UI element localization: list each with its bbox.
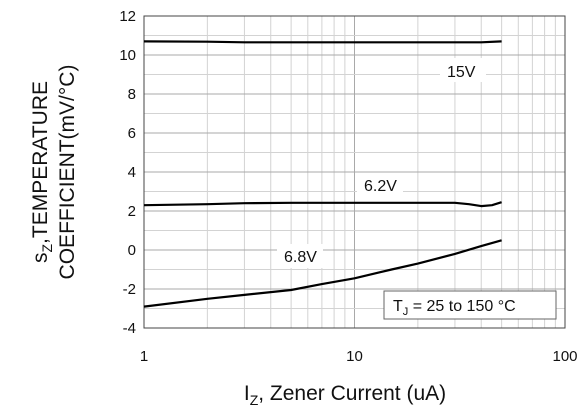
series-label-6-8v: 6.8V <box>284 249 317 266</box>
y-tick-label: 0 <box>128 242 136 259</box>
y-tick-label: 8 <box>128 86 136 103</box>
x-tick-label: 100 <box>552 348 577 365</box>
curves <box>143 40 502 308</box>
y-tick-label: 4 <box>128 164 136 181</box>
series-line-15v <box>143 40 502 44</box>
x-axis-title: IZ, Zener Current (uA) <box>244 382 446 408</box>
y-tick-label: 2 <box>128 203 136 220</box>
grid <box>143 15 566 329</box>
series-label-6-2v: 6.2V <box>364 178 397 195</box>
y-tick-label: 10 <box>119 47 136 64</box>
y-tick-label: 12 <box>119 8 136 25</box>
series-label-15v: 15V <box>447 64 476 81</box>
x-tick-label: 1 <box>140 348 148 365</box>
y-axis-title-line2: COEFFICIENT(mV/°C) <box>56 65 79 280</box>
y-tick-label: 6 <box>128 125 136 142</box>
plot-frame <box>143 15 566 329</box>
annotation-box <box>383 290 557 320</box>
y-tick-label: -4 <box>123 320 136 337</box>
annotation-text: TJ = 25 to 150 °C <box>393 298 516 318</box>
series-line-6-2v <box>143 201 502 208</box>
label-6-2v-bg <box>357 173 403 197</box>
y-tick-label: -2 <box>123 281 136 298</box>
label-15v-bg <box>440 58 486 82</box>
label-6-8v-bg <box>277 244 323 268</box>
x-tick-label: 10 <box>346 348 363 365</box>
x-tick-labels: 1 10 100 <box>140 348 578 365</box>
y-tick-labels: -4 -2 0 2 4 6 8 10 12 <box>119 8 136 337</box>
series-line-6-8v <box>143 239 502 308</box>
y-axis-title-line1: sZ,TEMPERATURE <box>29 81 55 263</box>
